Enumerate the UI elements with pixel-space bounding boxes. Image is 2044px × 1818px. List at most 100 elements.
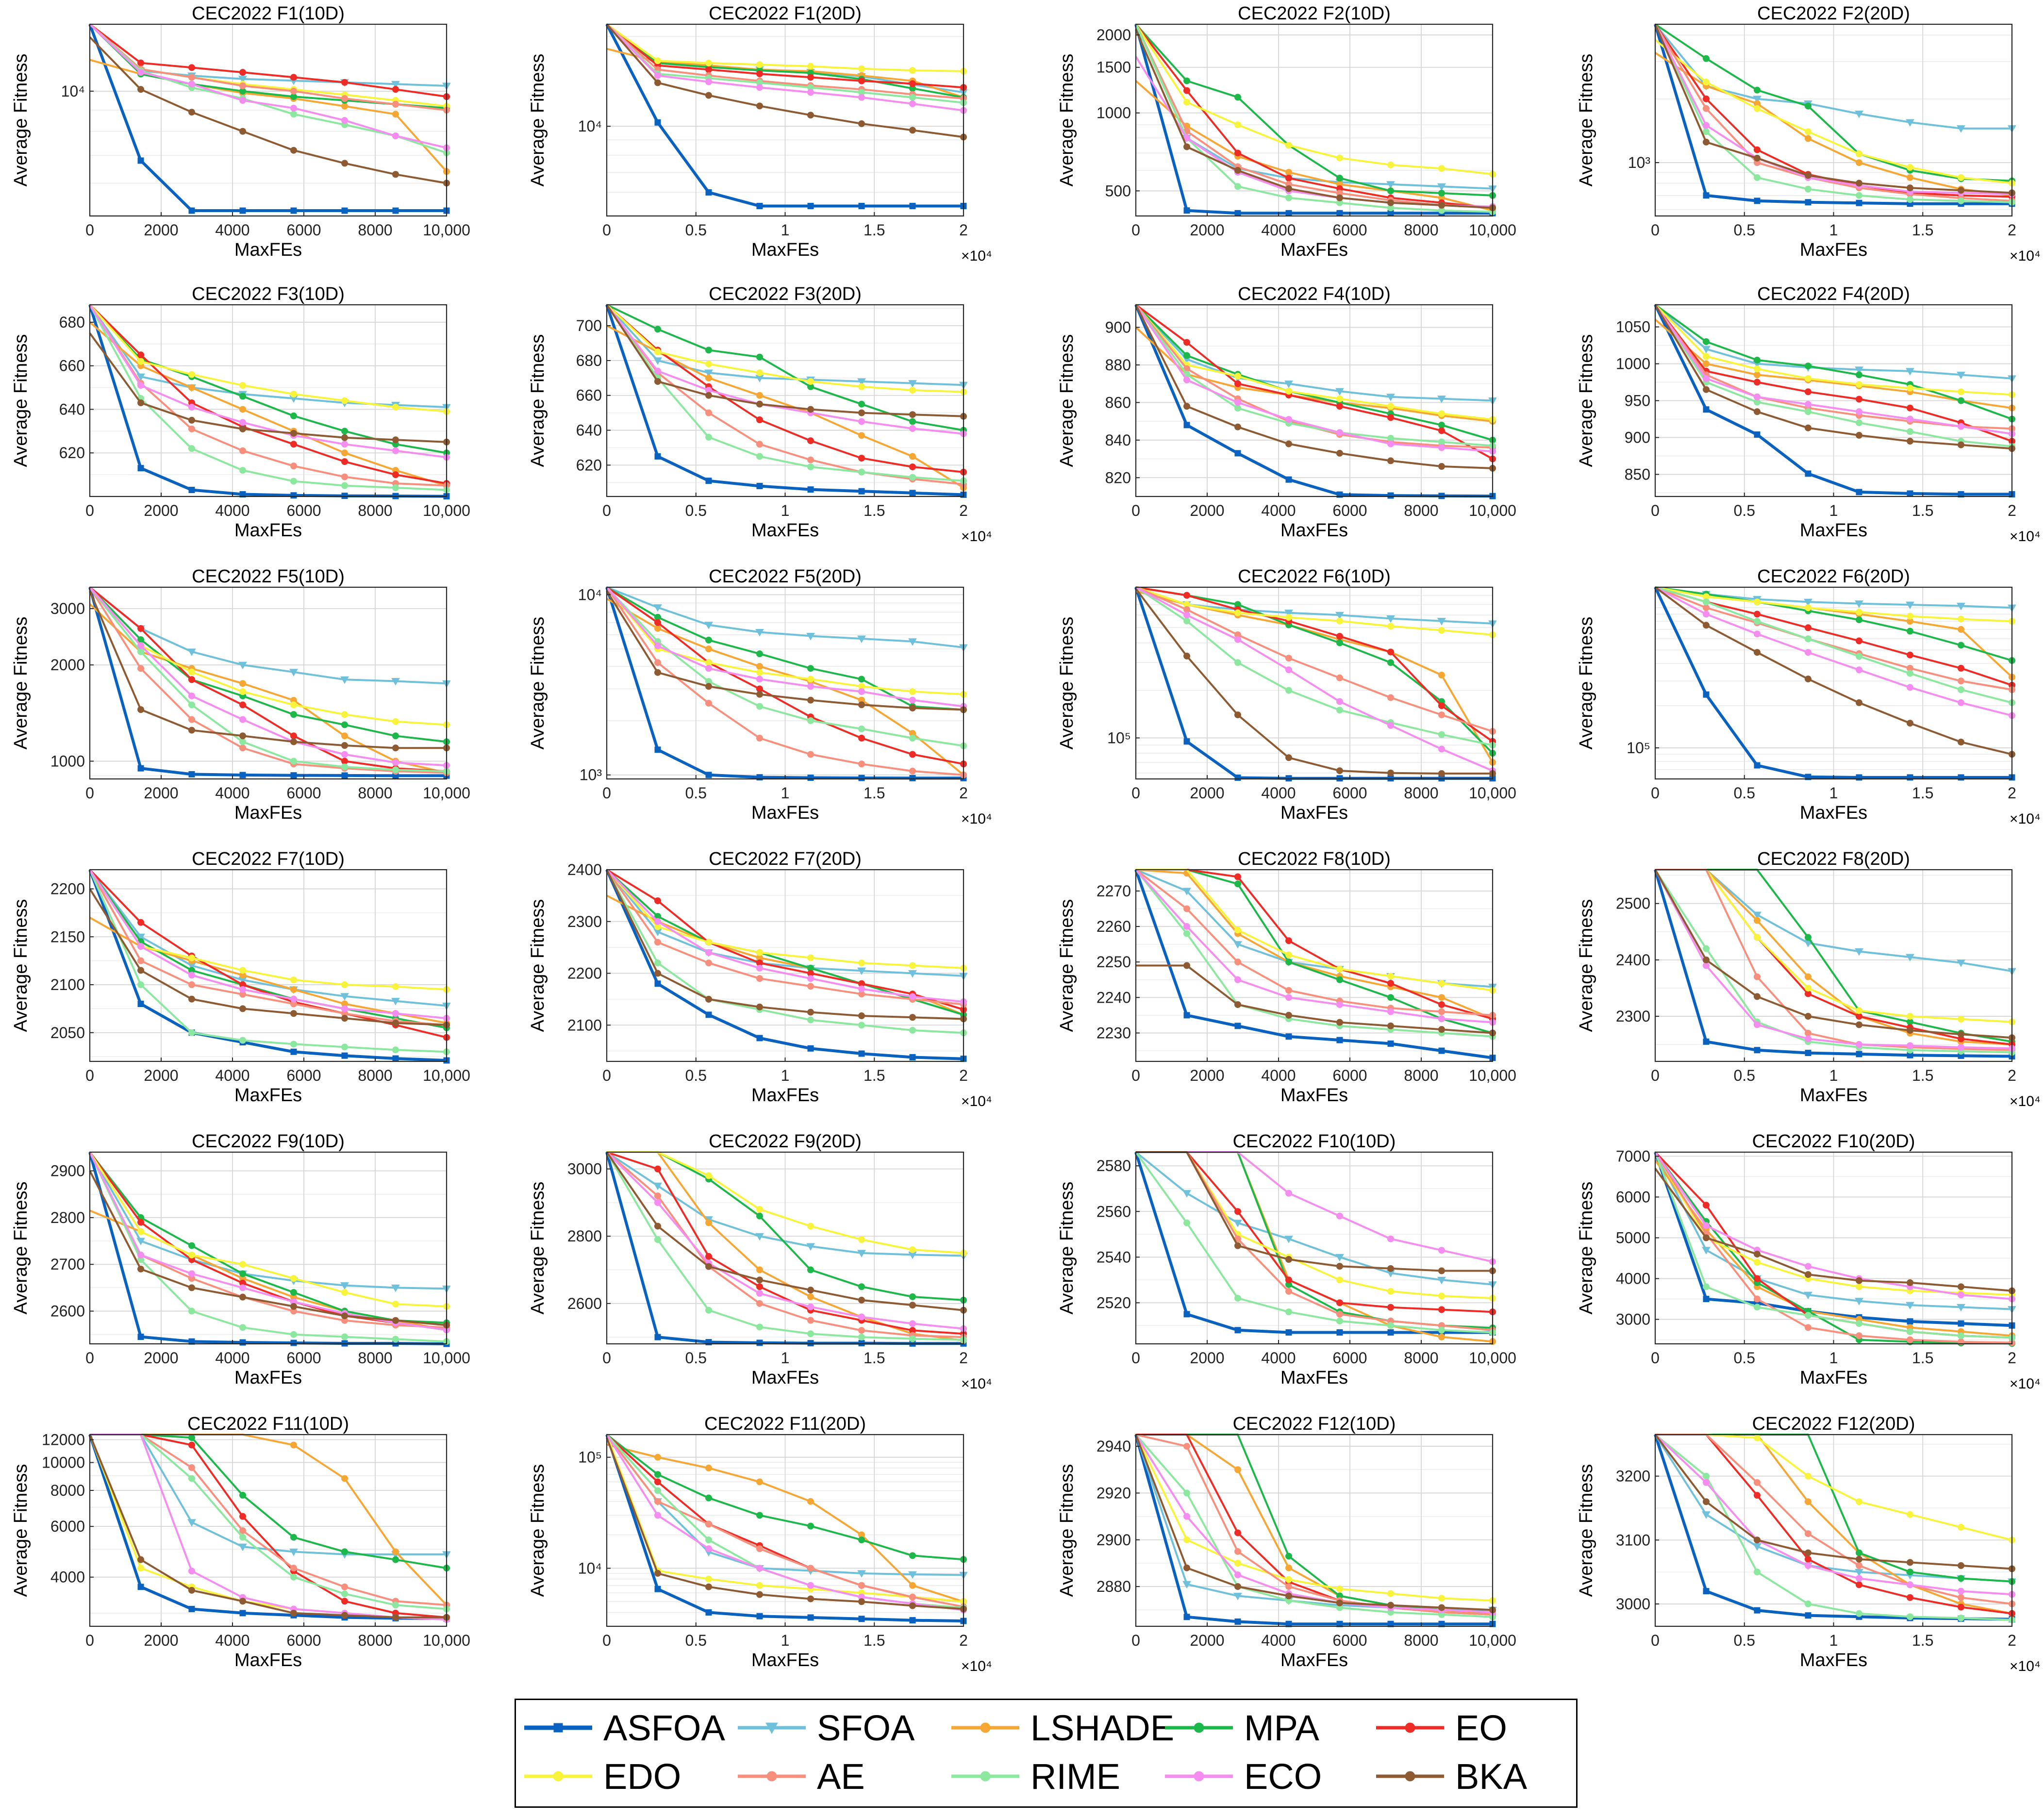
panel-23: 0 2000 4000 6000 8000 10,000 2880 2900 2920 2940 C… [1057,1414,1516,1670]
x-tick-label: 10,000 [423,1349,470,1367]
series-line-asfoa [605,304,964,496]
data-point-asfoa [1387,492,1394,499]
x-tick-label: 10,000 [423,1067,470,1084]
data-point-bka [807,1287,814,1294]
x-tick-label: 10,000 [1469,221,1516,239]
series-line-mpa [606,23,964,99]
data-point-sfoa [187,648,196,656]
data-point-mpa [1804,934,1811,941]
legend-item-eo: EO [1374,1706,1507,1750]
data-point-eco [137,943,145,950]
data-point-rime [756,703,763,710]
data-point-rime [341,1043,349,1051]
data-point-asfoa [1754,1607,1761,1614]
data-point-bka [341,1015,349,1022]
legend-item-rime: RIME [949,1754,1120,1798]
x-tick-label: 1 [1829,1349,1838,1367]
data-point-eco [1285,416,1293,423]
data-point-eco [1234,976,1241,983]
data-point-asfoa [807,1340,814,1347]
series-line-eco [89,304,447,459]
y-tick-label: 2900 [1097,1531,1131,1549]
x-axis-exponent: ×10⁴ [2010,1658,2041,1674]
y-tick-label: 2000 [50,656,85,674]
data-point-edo [1387,1590,1395,1597]
data-point-sfoa [1804,598,1812,607]
data-point-eco [1438,1015,1445,1023]
x-tick-label: 1.5 [864,502,885,519]
y-tick-label: 1000 [50,752,85,770]
data-point-asfoa [1336,1037,1343,1043]
data-point-lshade [290,1441,297,1449]
x-axis-exponent: ×10⁴ [2010,248,2041,264]
data-point-rime [239,738,247,745]
series-line-eo [606,304,964,473]
x-tick-label: 6000 [1332,1067,1367,1084]
data-point-asfoa [1336,775,1343,782]
data-point-bka [1336,767,1343,775]
data-point-eo [1753,611,1761,618]
data-point-bka [239,128,247,135]
series-line-ae [1654,23,2012,202]
panel-16: 0 0.5 1 1.5 2 2300 2400 2500 CEC2022 F8(20D) MaxF… [1576,849,2041,1109]
series-line-edo [607,1151,964,1254]
data-point-eco [239,97,247,104]
x-tick-label: 2000 [1190,221,1224,239]
series-line-ae [89,23,447,111]
data-point-rime [392,1336,399,1343]
data-point-sfoa [1957,125,1965,133]
data-point-eo [1856,637,1863,645]
data-point-edo [1753,934,1761,941]
data-point-edo [1438,165,1445,172]
data-point-edo [1958,388,1965,396]
y-tick-label: 2800 [567,1227,602,1245]
data-point-eo [756,70,763,78]
series-line-sfoa [606,1434,964,1576]
data-point-rime [1702,128,1710,135]
x-axis-label: MaxFEs [1800,1085,1867,1106]
data-point-mpa [239,1491,247,1499]
data-point-rime [290,1041,297,1048]
panel-title: CEC2022 F2(10D) [1238,3,1391,24]
series-line-lshade [1135,80,1493,212]
x-axis-label: MaxFEs [234,1650,302,1670]
data-point-asfoa [1183,1012,1190,1019]
axes-box [1135,869,1494,1062]
data-point-bka [1907,438,1914,445]
data-point-bka [1702,386,1710,393]
data-point-rime [1285,687,1293,694]
data-point-sfoa [1957,371,1965,380]
data-point-lshade [654,625,661,632]
data-point-lshade [392,111,399,118]
data-point-bka [188,1284,195,1291]
y-tick-label: 2940 [1097,1438,1131,1455]
data-point-rime [1907,1613,1914,1620]
series-line-rime [89,586,447,773]
y-tick-label: 700 [576,317,602,334]
data-point-eo [239,69,247,76]
series-line-bka [606,590,964,711]
panel-title: CEC2022 F3(10D) [192,284,345,304]
data-point-edo [137,1565,145,1572]
data-point-mpa [705,1494,712,1502]
data-point-bka [807,112,814,119]
data-point-rime [909,474,916,481]
data-point-ae [137,665,145,672]
data-point-eco [705,1545,712,1553]
data-point-eco [1856,408,1863,415]
panel-18: 0 0.5 1 1.5 2 2600 2800 3000 CEC2022 F9(20D) MaxF… [528,1131,992,1392]
y-tick-label: 2200 [50,880,85,898]
data-point-asfoa [1234,210,1241,216]
data-point-bka [392,1317,399,1324]
data-point-edo [1753,1434,1761,1441]
x-tick-label: 1.5 [864,1632,885,1649]
x-axis-label: MaxFEs [234,803,302,823]
y-tick-label: 3000 [50,600,85,617]
data-point-eo [1438,427,1445,434]
data-point-mpa [858,1283,865,1290]
data-point-eo [1438,1306,1445,1313]
x-tick-label: 2 [2008,221,2016,239]
x-tick-label: 6000 [286,502,321,519]
data-point-eco [807,89,814,96]
x-axis-label: MaxFEs [1280,1650,1348,1670]
